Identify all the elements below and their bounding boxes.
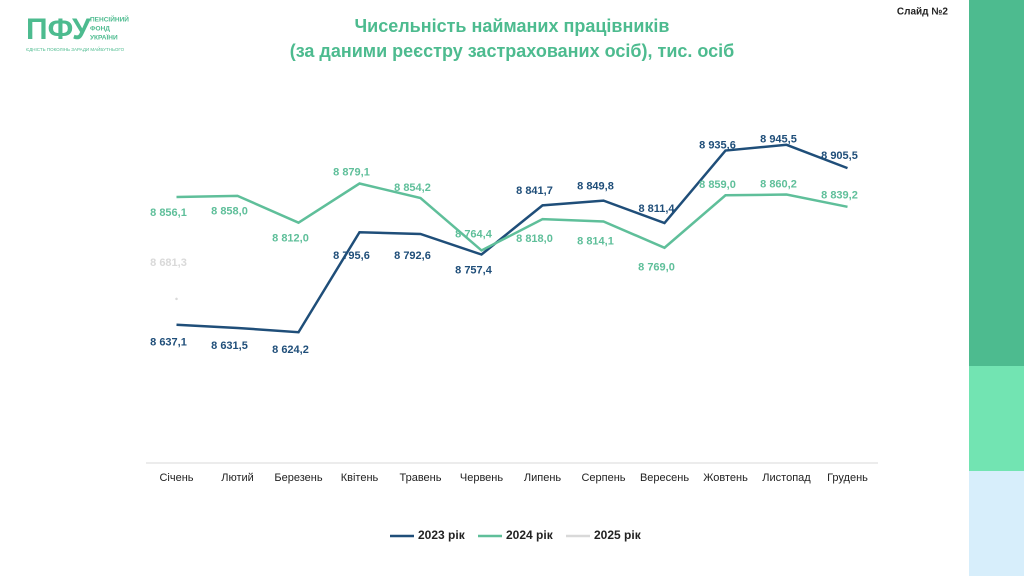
side-bar	[969, 471, 1024, 576]
x-tick-label: Жовтень	[703, 472, 748, 484]
data-label: 8 818,0	[516, 233, 553, 245]
x-tick-label: Січень	[159, 472, 193, 484]
series-line	[176, 143, 848, 334]
data-label: 8 905,5	[821, 150, 858, 162]
side-bar	[969, 366, 1024, 471]
data-label: 8 637,1	[150, 337, 187, 349]
data-label: 8 860,2	[760, 178, 797, 190]
data-label: 8 757,4	[455, 264, 493, 276]
chart-title: Чисельність найманих працівників	[354, 16, 669, 36]
data-label: 8 945,5	[760, 134, 797, 146]
logo-text: ФОНД	[90, 26, 110, 33]
logo-text: ПЕНСІЙНИЙ	[90, 15, 129, 24]
data-label: 8 935,6	[699, 139, 736, 151]
legend-label: 2024 рік	[506, 528, 554, 542]
series-line	[176, 182, 848, 252]
legend-label: 2023 рік	[418, 528, 466, 542]
data-label: 8 879,1	[333, 166, 370, 178]
data-label: 8 769,0	[638, 262, 675, 274]
x-tick-label: Травень	[400, 472, 442, 484]
x-tick-label: Квітень	[341, 472, 379, 484]
data-label: 8 854,2	[394, 182, 431, 194]
x-tick-label: Вересень	[640, 472, 689, 484]
data-label: 8 814,1	[577, 235, 614, 247]
data-label: 8 764,4	[455, 228, 493, 240]
data-label: 8 839,2	[821, 190, 858, 202]
data-label: 8 849,8	[577, 181, 614, 193]
tagline: ЄДНІСТЬ ПОКОЛІНЬ ЗАРАДИ МАЙБУТНЬОГО	[26, 45, 125, 52]
data-label: 8 681,3	[150, 257, 187, 269]
logo-text: УКРАЇНИ	[90, 34, 118, 42]
data-label: 8 624,2	[272, 344, 309, 356]
data-label: 8 812,0	[272, 233, 309, 245]
side-bar	[969, 0, 1024, 366]
x-tick-label: Липень	[524, 472, 562, 484]
data-label: 8 858,0	[211, 206, 248, 218]
slide-number: Слайд №2	[897, 7, 949, 18]
chart-subtitle: (за даними реєстру застрахованих осіб), …	[290, 41, 735, 61]
data-label: 8 856,1	[150, 207, 187, 219]
data-label: 8 859,0	[699, 179, 736, 191]
x-tick-label: Лютий	[221, 472, 254, 484]
data-label: 8 811,4	[638, 203, 675, 215]
data-label: 8 792,6	[394, 250, 431, 262]
data-label: 8 795,6	[333, 250, 370, 262]
x-tick-label: Серпень	[581, 472, 625, 484]
x-tick-label: Березень	[274, 472, 322, 484]
x-tick-label: Грудень	[827, 472, 868, 484]
x-tick-label: Листопад	[762, 472, 811, 484]
data-label: 8 631,5	[211, 340, 248, 352]
legend-label: 2025 рік	[594, 528, 642, 542]
x-tick-label: Червень	[460, 472, 503, 484]
logo: ПФУ	[26, 13, 91, 46]
data-label: 8 841,7	[516, 185, 553, 197]
